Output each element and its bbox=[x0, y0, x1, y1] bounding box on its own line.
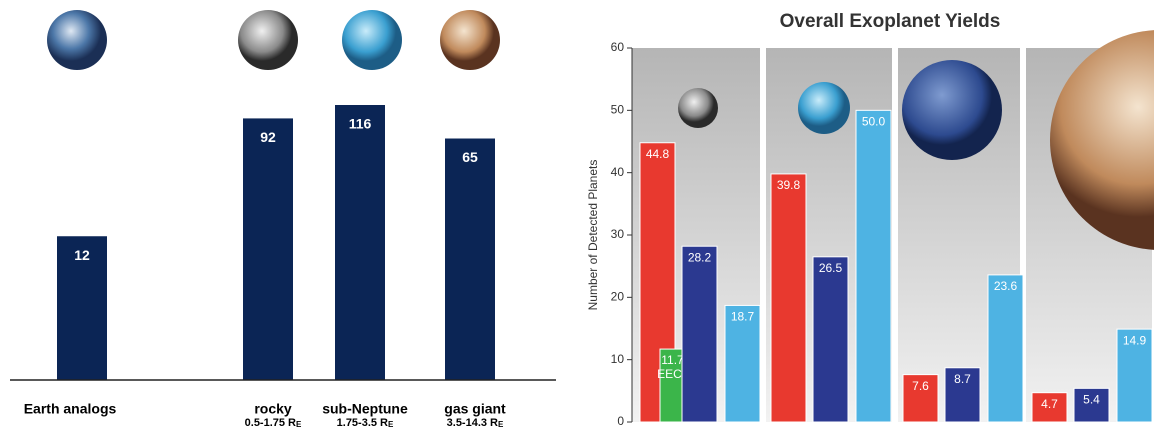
bar bbox=[770, 173, 807, 423]
sublabel-subscript: E bbox=[498, 420, 504, 428]
bar bbox=[944, 367, 981, 423]
value-label: 39.8 bbox=[777, 178, 801, 192]
y-tick-label: 20 bbox=[611, 290, 625, 304]
category-sublabel: 1.75-3.5 RE bbox=[337, 417, 394, 428]
value-label: 7.6 bbox=[912, 379, 929, 393]
y-axis-label: Number of Detected Planets bbox=[586, 160, 600, 311]
value-label: 26.5 bbox=[819, 261, 843, 275]
sublabel-text: 0.5-1.75 R bbox=[245, 417, 296, 428]
planet-icons bbox=[47, 10, 500, 70]
group-separators bbox=[760, 48, 1026, 422]
value-label: 5.4 bbox=[1083, 393, 1100, 407]
value-label: 92 bbox=[260, 129, 276, 145]
category-label: sub-Neptune bbox=[322, 401, 408, 417]
category-label: gas giant bbox=[444, 401, 506, 417]
bar bbox=[724, 304, 761, 423]
sublabel-text: 3.5-14.3 R bbox=[447, 417, 498, 428]
bar bbox=[1031, 392, 1068, 423]
y-tick-label: 50 bbox=[611, 103, 625, 117]
y-tick-label: 40 bbox=[611, 165, 625, 179]
y-tick-label: 60 bbox=[611, 40, 625, 54]
value-label: 4.7 bbox=[1041, 397, 1058, 411]
sublabel-text: 1.75-3.5 R bbox=[337, 417, 388, 428]
bar bbox=[681, 245, 718, 423]
sublabel-subscript: E bbox=[388, 420, 394, 428]
bar bbox=[855, 109, 892, 423]
category-label: Earth analogs bbox=[24, 401, 117, 417]
value-label: 18.7 bbox=[731, 310, 755, 324]
bar bbox=[57, 236, 107, 380]
bar bbox=[445, 138, 495, 380]
series-label: EECs bbox=[657, 367, 688, 381]
chart-title: Overall Exoplanet Yields bbox=[780, 11, 1001, 32]
bar bbox=[1116, 328, 1153, 423]
planet-images bbox=[678, 30, 1154, 250]
bar bbox=[812, 256, 849, 423]
value-label: 50.0 bbox=[862, 115, 886, 129]
bar bbox=[1073, 387, 1110, 423]
value-label: 65 bbox=[462, 149, 478, 165]
y-tick-label: 30 bbox=[611, 227, 625, 241]
value-label: 14.9 bbox=[1123, 333, 1147, 347]
y-tick-label: 0 bbox=[617, 414, 624, 428]
category-sublabel: 0.5-1.75 RE bbox=[245, 417, 302, 428]
value-label: 23.6 bbox=[994, 279, 1018, 293]
bar bbox=[987, 274, 1024, 423]
bar bbox=[659, 348, 686, 423]
sublabel-subscript: E bbox=[296, 420, 302, 428]
bar bbox=[902, 374, 939, 423]
category-label: rocky bbox=[254, 401, 292, 417]
y-tick-label: 10 bbox=[611, 352, 625, 366]
value-label: 44.8 bbox=[646, 147, 670, 161]
value-label: 8.7 bbox=[954, 372, 971, 386]
value-label: 11.7 bbox=[661, 353, 684, 367]
bar bbox=[335, 105, 385, 380]
value-label: 28.2 bbox=[688, 250, 712, 264]
value-label: 12 bbox=[74, 247, 90, 263]
category-sublabel: 3.5-14.3 RE bbox=[447, 417, 504, 428]
bar bbox=[243, 118, 293, 380]
value-label: 116 bbox=[349, 116, 372, 132]
